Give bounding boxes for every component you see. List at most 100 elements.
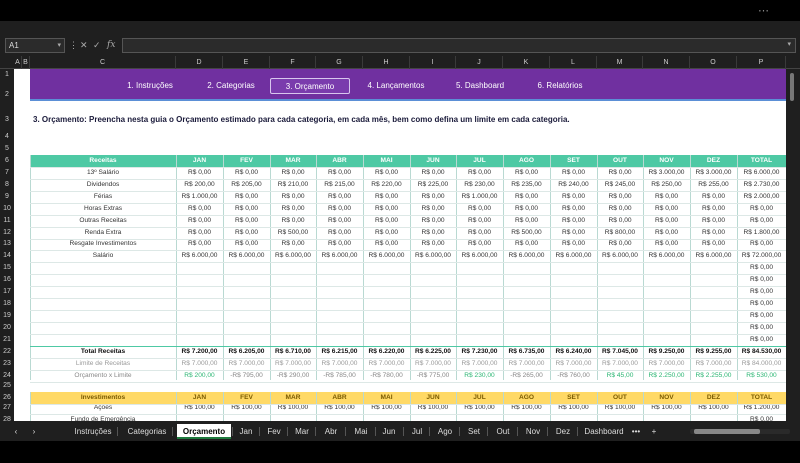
investimentos-header-value[interactable]: DEZ	[706, 394, 721, 401]
receitas-row-value[interactable]	[456, 298, 503, 310]
investimentos-header-value[interactable]: FEV	[240, 394, 253, 401]
investimentos-row-value[interactable]	[176, 414, 223, 421]
investimentos-row-value[interactable]: R$ 100,00	[417, 404, 449, 411]
column-header-l[interactable]: L	[550, 56, 597, 69]
receitas-row-value[interactable]	[363, 334, 410, 346]
receitas-row-value[interactable]: R$ 0,00	[467, 205, 492, 212]
sheet-tab-fev[interactable]: Fev	[267, 427, 281, 436]
investimentos-row-label[interactable]: Fundo de Emergência	[70, 416, 136, 421]
receitas-row-value[interactable]	[410, 286, 456, 298]
receitas-row-label[interactable]: Renda Extra	[84, 229, 122, 236]
investimentos-row-value[interactable]: R$ 100,00	[651, 404, 682, 411]
receitas-row-value[interactable]: R$ 0,00	[421, 169, 445, 176]
receitas-row-value[interactable]: R$ 72.000,00	[741, 252, 782, 259]
receitas-header-value[interactable]: JUL	[473, 157, 486, 164]
receitas-header-value[interactable]: JAN	[192, 157, 207, 164]
receitas-row-value[interactable]: R$ 0,00	[187, 169, 212, 176]
row-header-28[interactable]: 28	[3, 416, 11, 423]
investimentos-row-label[interactable]: Ações	[93, 404, 113, 411]
more-tabs-icon[interactable]: •••	[631, 427, 641, 436]
receitas-row-value[interactable]	[550, 298, 597, 310]
receitas-row-value[interactable]	[223, 334, 270, 346]
receitas-row-value[interactable]	[550, 262, 597, 274]
receitas-row-value[interactable]	[643, 262, 690, 274]
receitas-row-value[interactable]	[690, 334, 737, 346]
orcamento-x-limite-value[interactable]: -R$ 760,00	[557, 372, 590, 379]
limite-receitas-value[interactable]: R$ 7.000,00	[275, 360, 311, 367]
receitas-header-value[interactable]: SET	[567, 157, 580, 164]
investimentos-header-label[interactable]: Investimentos	[80, 394, 126, 401]
investimentos-row-value[interactable]	[503, 414, 550, 421]
investimentos-row-value[interactable]: R$ 100,00	[604, 404, 636, 411]
nav-tab-5[interactable]: 5. Dashboard	[455, 81, 505, 90]
receitas-row-value[interactable]	[316, 310, 363, 322]
row-header-18[interactable]: 18	[3, 300, 11, 307]
receitas-row-value[interactable]: R$ 1.000,00	[181, 193, 218, 200]
receitas-row-value[interactable]: R$ 0,00	[467, 240, 492, 247]
receitas-row-value[interactable]: R$ 0,00	[327, 193, 352, 200]
column-header-f[interactable]: F	[270, 56, 316, 69]
investimentos-row-value[interactable]	[643, 414, 690, 421]
receitas-row-value[interactable]: R$ 250,00	[651, 181, 682, 188]
total-receitas-label[interactable]: Total Receitas	[80, 348, 126, 355]
orcamento-x-limite-value[interactable]: -R$ 265,00	[510, 372, 543, 379]
receitas-row-value[interactable]	[456, 262, 503, 274]
receitas-row-label[interactable]: Férias	[93, 193, 113, 200]
investimentos-row-value[interactable]: R$ 100,00	[464, 404, 495, 411]
row-header-11[interactable]: 11	[3, 217, 11, 224]
investimentos-header-value[interactable]: NOV	[659, 394, 674, 401]
sheet-tab-out[interactable]: Out	[496, 427, 510, 436]
investimentos-row-value[interactable]: R$ 100,00	[231, 404, 262, 411]
receitas-row-value[interactable]: R$ 0,00	[374, 217, 399, 224]
column-header-b[interactable]: B	[22, 56, 30, 69]
receitas-row-value[interactable]	[316, 262, 363, 274]
receitas-row-value[interactable]	[643, 286, 690, 298]
column-header-k[interactable]: K	[503, 56, 550, 69]
receitas-header-value[interactable]: ABR	[332, 157, 347, 164]
total-receitas-value[interactable]: R$ 6.220,00	[368, 348, 405, 355]
receitas-row-value[interactable]: R$ 6.000,00	[555, 252, 592, 259]
investimentos-row-value[interactable]	[456, 414, 503, 421]
check-icon[interactable]: ✓	[93, 40, 101, 50]
receitas-row-value[interactable]: R$ 0,00	[374, 205, 399, 212]
row-header-3[interactable]: 3	[5, 116, 9, 123]
receitas-row-value[interactable]	[410, 274, 456, 286]
orcamento-x-limite-value[interactable]: R$ 2.255,00	[695, 372, 732, 379]
limite-receitas-value[interactable]: R$ 7.000,00	[415, 360, 451, 367]
scrollbar-thumb[interactable]	[790, 73, 794, 101]
receitas-row-value[interactable]	[503, 334, 550, 346]
receitas-row-label[interactable]	[30, 274, 176, 286]
receitas-header-value[interactable]: JUN	[426, 157, 440, 164]
receitas-row-value[interactable]: R$ 0,00	[608, 217, 632, 224]
total-receitas-value[interactable]: R$ 6.205,00	[228, 348, 265, 355]
receitas-row-value[interactable]	[643, 298, 690, 310]
row-header-16[interactable]: 16	[3, 276, 11, 283]
receitas-row-value[interactable]: R$ 245,00	[604, 181, 636, 188]
receitas-row-value[interactable]	[550, 322, 597, 334]
investimentos-row-value[interactable]: R$ 0,00	[749, 416, 774, 421]
receitas-row-label[interactable]	[30, 310, 176, 322]
sheet-tab-jan[interactable]: Jan	[239, 427, 253, 436]
receitas-row-value[interactable]: R$ 0,00	[608, 205, 632, 212]
receitas-row-value[interactable]: R$ 0,00	[701, 193, 726, 200]
column-header-o[interactable]: O	[690, 56, 737, 69]
nav-tab-6[interactable]: 6. Relatórios	[537, 81, 583, 90]
receitas-row-value[interactable]: R$ 0,00	[281, 169, 305, 176]
receitas-row-value[interactable]: R$ 210,00	[277, 181, 309, 188]
total-receitas-value[interactable]: R$ 6.735,00	[508, 348, 545, 355]
receitas-row-value[interactable]	[270, 262, 316, 274]
receitas-row-value[interactable]: R$ 255,00	[698, 181, 729, 188]
receitas-row-value[interactable]	[503, 262, 550, 274]
receitas-row-value[interactable]: R$ 0,00	[514, 205, 539, 212]
receitas-row-value[interactable]: R$ 0,00	[374, 229, 399, 236]
row-header-19[interactable]: 19	[3, 312, 11, 319]
sheet-tab-dashboard[interactable]: Dashboard	[584, 427, 624, 436]
orcamento-x-limite-value[interactable]: R$ 530,00	[746, 372, 777, 379]
column-header-p[interactable]: P	[737, 56, 786, 69]
receitas-row-value[interactable]	[363, 274, 410, 286]
limite-receitas-value[interactable]: R$ 7.000,00	[555, 360, 592, 367]
receitas-row-value[interactable]	[176, 286, 223, 298]
investimentos-row-value[interactable]	[550, 414, 597, 421]
receitas-row-value[interactable]	[223, 322, 270, 334]
total-receitas-value[interactable]: R$ 6.240,00	[555, 348, 592, 355]
